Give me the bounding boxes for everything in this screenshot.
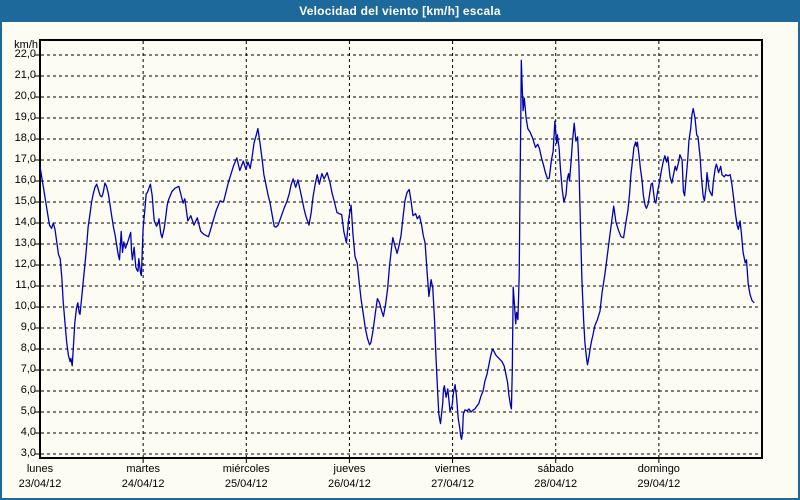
x-day-date-label: 24/04/12 — [121, 478, 165, 490]
window-title: Velocidad del viento [km/h] escala — [299, 4, 501, 18]
x-day-name-label: miércoles — [222, 463, 270, 475]
y-tick-label: 19,0 — [14, 111, 36, 123]
y-tick-label: 10,0 — [14, 300, 36, 312]
y-tick-label: 17,0 — [14, 153, 36, 165]
y-tick-label: 12,0 — [14, 258, 36, 270]
x-day-name-label: jueves — [333, 463, 366, 475]
y-axis-unit-label: km/h — [14, 39, 38, 51]
x-day-name-label: domingo — [637, 463, 680, 475]
x-day-date-label: 26/04/12 — [328, 478, 371, 490]
x-day-date-label: 28/04/12 — [534, 478, 578, 490]
y-tick-label: 11,0 — [15, 279, 36, 291]
y-tick-label: 18,0 — [14, 132, 36, 144]
x-day-date-label: 23/04/12 — [18, 478, 62, 490]
y-tick-label: 9,0 — [20, 321, 36, 333]
y-tick-label: 7,0 — [20, 363, 36, 375]
x-day-name-label: viernes — [434, 463, 471, 475]
wind-speed-line — [39, 59, 755, 440]
y-tick-label: 8,0 — [20, 342, 36, 354]
y-tick-label: 15,0 — [14, 195, 36, 207]
y-tick-label: 21,0 — [14, 69, 36, 81]
y-tick-label: 13,0 — [14, 237, 36, 249]
y-tick-label: 5,0 — [20, 405, 36, 417]
x-day-date-label: 27/04/12 — [431, 478, 474, 490]
x-day-name-label: lunes — [26, 463, 54, 475]
y-tick-label: 22,0 — [14, 48, 36, 60]
y-tick-label: 16,0 — [14, 174, 36, 186]
y-tick-label: 3,0 — [20, 447, 36, 459]
x-day-date-label: 25/04/12 — [224, 478, 268, 490]
x-day-name-label: martes — [126, 463, 160, 475]
plot-border — [39, 39, 763, 459]
y-tick-label: 14,0 — [14, 216, 36, 228]
x-day-name-label: sábado — [537, 463, 574, 475]
y-tick-label: 4,0 — [20, 426, 36, 438]
y-tick-label: 20,0 — [14, 90, 36, 102]
title-bar: Velocidad del viento [km/h] escala — [0, 0, 800, 22]
y-tick-label: 6,0 — [20, 384, 36, 396]
x-day-date-label: 29/04/12 — [637, 478, 681, 490]
